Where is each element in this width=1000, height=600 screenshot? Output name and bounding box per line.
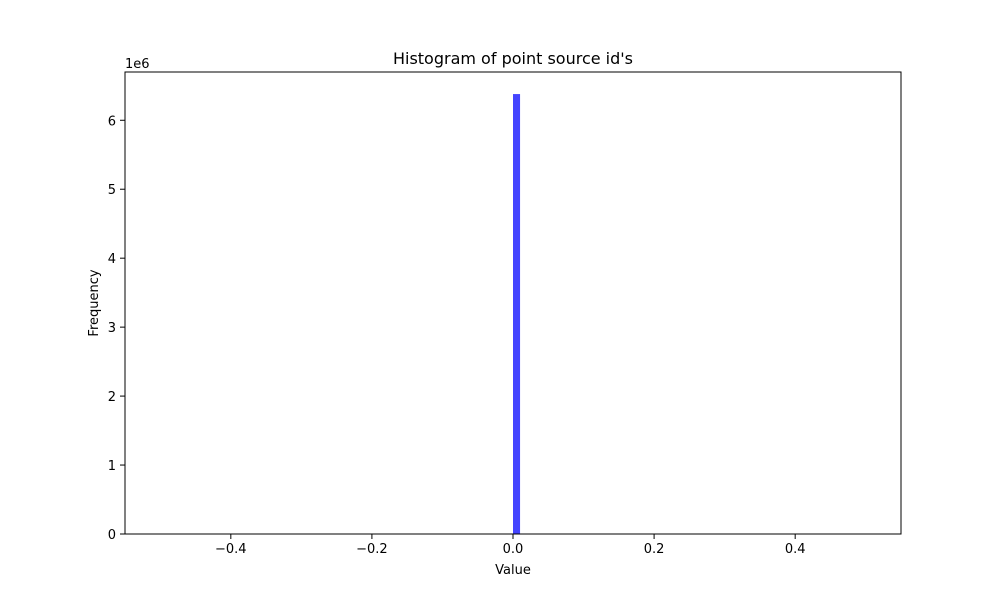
y-tick-label: 3 [108,321,116,336]
y-axis-offset-label: 1e6 [125,57,150,72]
x-tick-label: 0.4 [785,542,806,557]
y-tick-label: 6 [108,114,116,129]
y-axis-label: Frequency [87,269,102,336]
y-tick-label: 4 [108,252,116,267]
y-tick-label: 2 [108,390,116,405]
x-ticks: −0.4 −0.2 0.0 0.2 0.4 [215,534,806,557]
x-axis-label: Value [495,563,531,578]
histogram-bar [513,94,521,534]
y-tick-label: 5 [108,183,116,198]
x-tick-label: 0.0 [503,542,524,557]
y-ticks: 0 1 2 3 4 5 6 [108,114,125,543]
y-tick-label: 1 [108,459,116,474]
x-tick-label: −0.4 [215,542,247,557]
chart-title: Histogram of point source id's [393,49,633,68]
y-tick-label: 0 [108,528,116,543]
x-tick-label: 0.2 [644,542,665,557]
bars-layer [513,94,521,534]
x-tick-label: −0.2 [356,542,388,557]
